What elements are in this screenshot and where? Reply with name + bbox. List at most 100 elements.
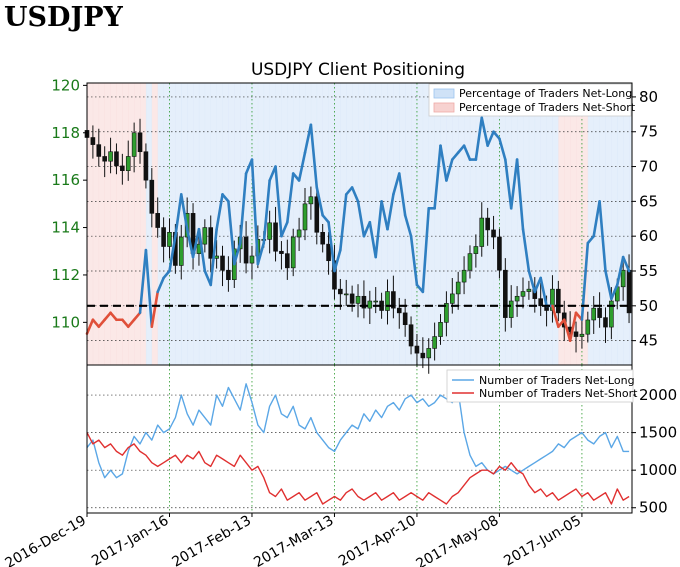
net-short-fill-stripe	[122, 83, 129, 365]
bottom-panel: 500 1000 1500 2000 Number of Traders Net-Lo…	[86, 364, 677, 517]
percentage-line-segment	[221, 193, 230, 203]
legend-label-count-short: Number of Traders Net-Short	[479, 387, 638, 400]
net-long-fill-stripe	[145, 83, 153, 365]
candle-body	[408, 324, 414, 347]
percentage-line-segment	[162, 269, 171, 280]
net-long-fill-stripe	[157, 83, 164, 365]
percentage-line-segment	[580, 241, 590, 322]
candle-body	[202, 227, 208, 245]
page-title: USDJPY	[4, 2, 123, 33]
candle-body	[573, 331, 579, 337]
price-tick-label: 114	[51, 219, 80, 237]
percentage-line-segment	[109, 311, 118, 322]
candle-body	[556, 288, 561, 314]
candle-body	[479, 217, 485, 247]
percentage-line-segment	[215, 193, 224, 231]
candle-body	[243, 236, 249, 264]
net-long-fill-stripe	[363, 83, 371, 365]
pct-tick-label: 60	[639, 227, 658, 245]
candle-body	[526, 288, 532, 292]
percentage-line-segment	[144, 248, 154, 329]
price-candles	[84, 118, 632, 374]
net-long-count-line	[86, 383, 630, 479]
pct-tick-label: 55	[639, 262, 658, 280]
percentage-line-segment	[238, 172, 248, 245]
candle-body	[290, 236, 296, 269]
net-long-fill-stripe	[629, 83, 633, 365]
net-long-fill-stripe	[187, 83, 194, 365]
candle-body	[349, 293, 355, 304]
pct-tick-label: 80	[639, 88, 658, 106]
candle-body	[579, 333, 585, 337]
percentage-line-segment	[433, 144, 442, 210]
net-long-fill-stripe	[440, 83, 447, 365]
percentage-line-segment	[397, 172, 407, 217]
trader-count-axis-ticks: 500 1000 1500 2000	[632, 386, 677, 517]
candle-body	[161, 227, 166, 247]
candle-body	[402, 312, 408, 326]
candle-body	[497, 236, 502, 271]
percentage-line-segment	[392, 172, 401, 196]
percentage-line-segment	[450, 151, 460, 161]
candle-body	[449, 293, 455, 304]
net-long-fill-stripe	[305, 83, 312, 365]
net-long-fill-stripe	[534, 83, 541, 365]
price-tick-label: 116	[51, 171, 80, 189]
net-long-fill-stripe	[452, 83, 459, 365]
net-long-fill-stripe	[481, 83, 488, 365]
percentage-line-segment	[315, 186, 324, 217]
candle-body	[96, 144, 102, 157]
net-short-fill-stripe	[151, 83, 159, 365]
candle-body	[296, 229, 302, 238]
candle-body	[178, 236, 184, 266]
top-legend-box	[428, 83, 632, 117]
count-tick-label: 500	[639, 499, 668, 517]
pct-tick-label: 50	[639, 297, 658, 315]
percentage-line-segment	[403, 213, 413, 238]
percentage-line-segment	[439, 144, 448, 182]
date-tick-label: 2017-May-08	[414, 513, 502, 567]
net-long-fill-stripe	[605, 83, 612, 365]
percentage-line-layer	[85, 116, 631, 342]
top-panel: 110 112 114 116 118 120 45 50 55 60 65 70 75 80 Perc…	[51, 76, 658, 374]
candle-body	[367, 300, 373, 309]
net-long-fill-stripe	[422, 83, 430, 365]
net-long-fill-stripe	[464, 83, 471, 365]
price-tick-label: 112	[51, 266, 80, 284]
percentage-line-segment	[333, 248, 342, 273]
net-long-fill-stripe	[204, 83, 212, 365]
net-long-fill-stripe	[310, 83, 318, 365]
net-short-fill-stripe	[116, 83, 123, 365]
percentage-line-segment	[492, 130, 501, 141]
candle-body	[444, 303, 449, 323]
net-long-fill-stripe	[587, 83, 595, 365]
percentage-line-segment	[174, 193, 183, 238]
candle-body	[338, 288, 343, 295]
percentage-line-segment	[344, 186, 354, 196]
percentage-line-segment	[327, 220, 336, 273]
net-long-fill-stripe	[381, 83, 388, 365]
candle-body	[90, 137, 96, 145]
candle-body	[308, 196, 314, 205]
net-short-fill-stripe	[110, 83, 117, 365]
net-short-fill-stripe	[564, 83, 571, 365]
percentage-line-segment	[227, 200, 236, 266]
net-short-fill-stripe	[98, 83, 105, 365]
percentage-line-segment	[604, 269, 613, 301]
candle-body	[503, 269, 508, 318]
percentage-line-segment	[621, 255, 631, 273]
net-long-fill-stripe	[369, 83, 377, 365]
candle-body	[279, 250, 284, 254]
legend-label-net-short-pct: Percentage of Traders Net-Short	[459, 101, 636, 114]
candle-body	[473, 246, 479, 254]
candle-body	[520, 291, 526, 297]
net-short-fill-stripe	[570, 83, 577, 365]
candle-body	[214, 255, 219, 259]
percentage-line-segment	[297, 151, 307, 182]
date-tick-label: 2017-Apr-10	[336, 513, 419, 567]
percentage-line-segment	[521, 227, 531, 273]
candle-body	[514, 295, 520, 302]
percentage-line-segment	[103, 311, 112, 322]
percentage-line-segment	[368, 220, 378, 259]
candle-body	[609, 300, 614, 328]
